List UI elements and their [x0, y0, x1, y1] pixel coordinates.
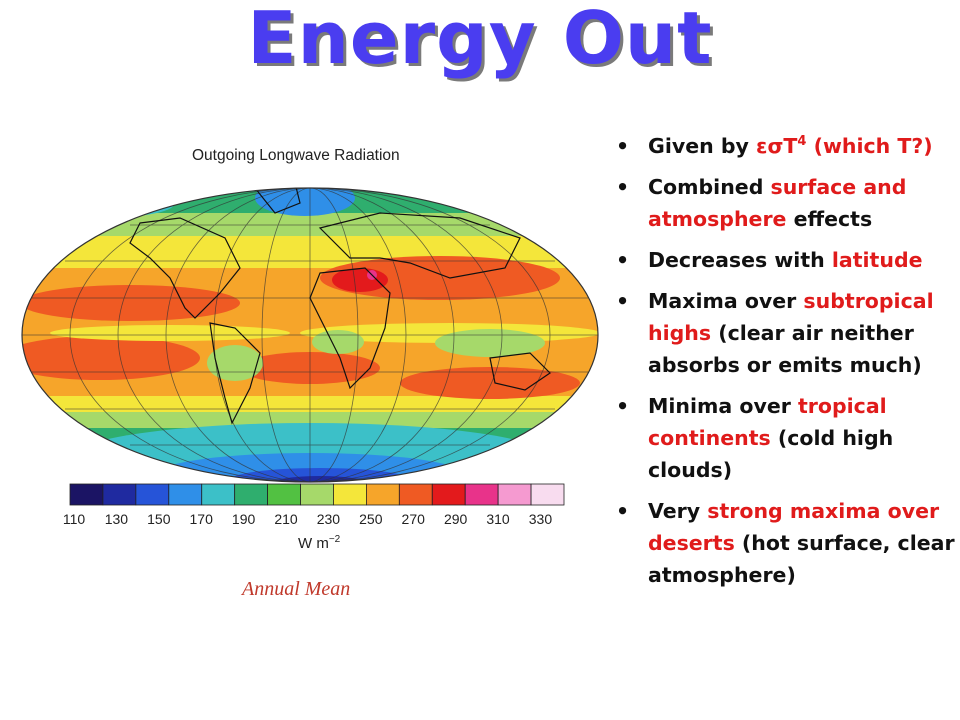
- colorbar-tick-label: 270: [402, 511, 426, 527]
- colorbar-ticks: 110 130 150 170 190 210 230 250 270 290 310 330: [63, 511, 552, 527]
- bullet-text: Given by: [648, 134, 757, 158]
- colorbar-tick-label: 110: [63, 511, 86, 527]
- colorbar-swatch: [431, 483, 466, 506]
- bullet-highlight-text: 4: [797, 134, 807, 150]
- colorbar-swatch: [333, 483, 367, 506]
- bullet-text: (clear air neither absorbs or emits much…: [648, 321, 922, 377]
- bullet-highlight-text: tropical continents: [648, 394, 887, 450]
- colorbar-swatch: [267, 483, 301, 506]
- colorbar-tick-label: 190: [232, 511, 256, 527]
- bullet-text: Maxima over: [648, 289, 804, 313]
- bullet-text: (hot surface, clear atmosphere): [648, 531, 955, 587]
- colorbar-swatch: [234, 483, 269, 506]
- colorbar-swatch: [365, 483, 400, 506]
- colorbar-swatch: [300, 483, 334, 506]
- bullet-text: Combined: [648, 175, 771, 199]
- colorbar-units: W m−2: [298, 534, 341, 552]
- bullet-dot: •: [616, 175, 630, 199]
- bullet-text: Very: [648, 499, 708, 523]
- slide-title: Energy Out: [247, 0, 713, 80]
- bullet-highlight-text: (which T?): [806, 134, 933, 158]
- bullet-text: effects: [786, 207, 873, 231]
- colorbar-swatch: [201, 483, 236, 506]
- colorbar-swatch: [69, 483, 104, 506]
- colorbar-tick-label: 130: [105, 511, 129, 527]
- colorbar-swatch: [135, 483, 170, 506]
- bullet-item: • Very strong maxima over deserts (hot su…: [612, 495, 957, 591]
- colorbar-tick-label: 330: [529, 511, 553, 527]
- bullet-dot: •: [616, 499, 630, 523]
- olr-map-svg: Outgoing Longwave Radiation: [21, 147, 599, 552]
- colorbar-swatch: [102, 483, 137, 506]
- bullet-highlight-text: surface and atmosphere: [648, 175, 907, 231]
- olr-figure: Outgoing Longwave Radiation: [20, 128, 600, 558]
- bullet-dot: •: [616, 248, 630, 272]
- colorbar-tick-label: 210: [274, 511, 298, 527]
- figure-title: Outgoing Longwave Radiation: [192, 147, 400, 164]
- bullet-item: • Minima over tropical continents (cold h…: [612, 390, 957, 486]
- colorbar-tick-label: 230: [317, 511, 341, 527]
- colorbar-swatch: [530, 483, 565, 506]
- bullet-highlight-text: strong maxima over deserts: [648, 499, 940, 555]
- bullet-highlight-text: εσT: [756, 134, 798, 158]
- bullet-item: • Combined surface and atmosphere effects: [612, 171, 957, 235]
- bullet-highlight-text: subtropical highs: [648, 289, 934, 345]
- colorbar-swatch: [398, 483, 433, 506]
- colorbar-swatch: [168, 483, 203, 506]
- bullet-list: • Given by εσT4 (which T?) • Combined surfa…: [612, 130, 957, 600]
- bullet-item: • Given by εσT4 (which T?): [612, 130, 957, 162]
- bullet-dot: •: [616, 134, 630, 158]
- bullet-text: Minima over: [648, 394, 798, 418]
- colorbar-tick-label: 150: [147, 511, 171, 527]
- bullet-item: • Decreases with latitude: [612, 244, 957, 276]
- colorbar-tick-label: 170: [190, 511, 214, 527]
- colorbar-swatch: [497, 483, 532, 506]
- colorbar-tick-label: 290: [444, 511, 468, 527]
- colorbar-tick-label: 250: [359, 511, 383, 527]
- figure-caption: Annual Mean: [242, 578, 351, 600]
- bullet-text: Decreases with: [648, 248, 832, 272]
- colorbar: [69, 483, 565, 506]
- colorbar-tick-label: 310: [486, 511, 510, 527]
- bullet-dot: •: [616, 394, 630, 418]
- olr-map: [22, 188, 598, 482]
- bullet-highlight-text: latitude: [831, 248, 923, 272]
- bullet-dot: •: [616, 289, 630, 313]
- colorbar-swatch: [464, 483, 499, 506]
- bullet-text: (cold high clouds): [648, 426, 894, 482]
- bullet-item: • Maxima over subtropical highs (clear ai…: [612, 285, 957, 381]
